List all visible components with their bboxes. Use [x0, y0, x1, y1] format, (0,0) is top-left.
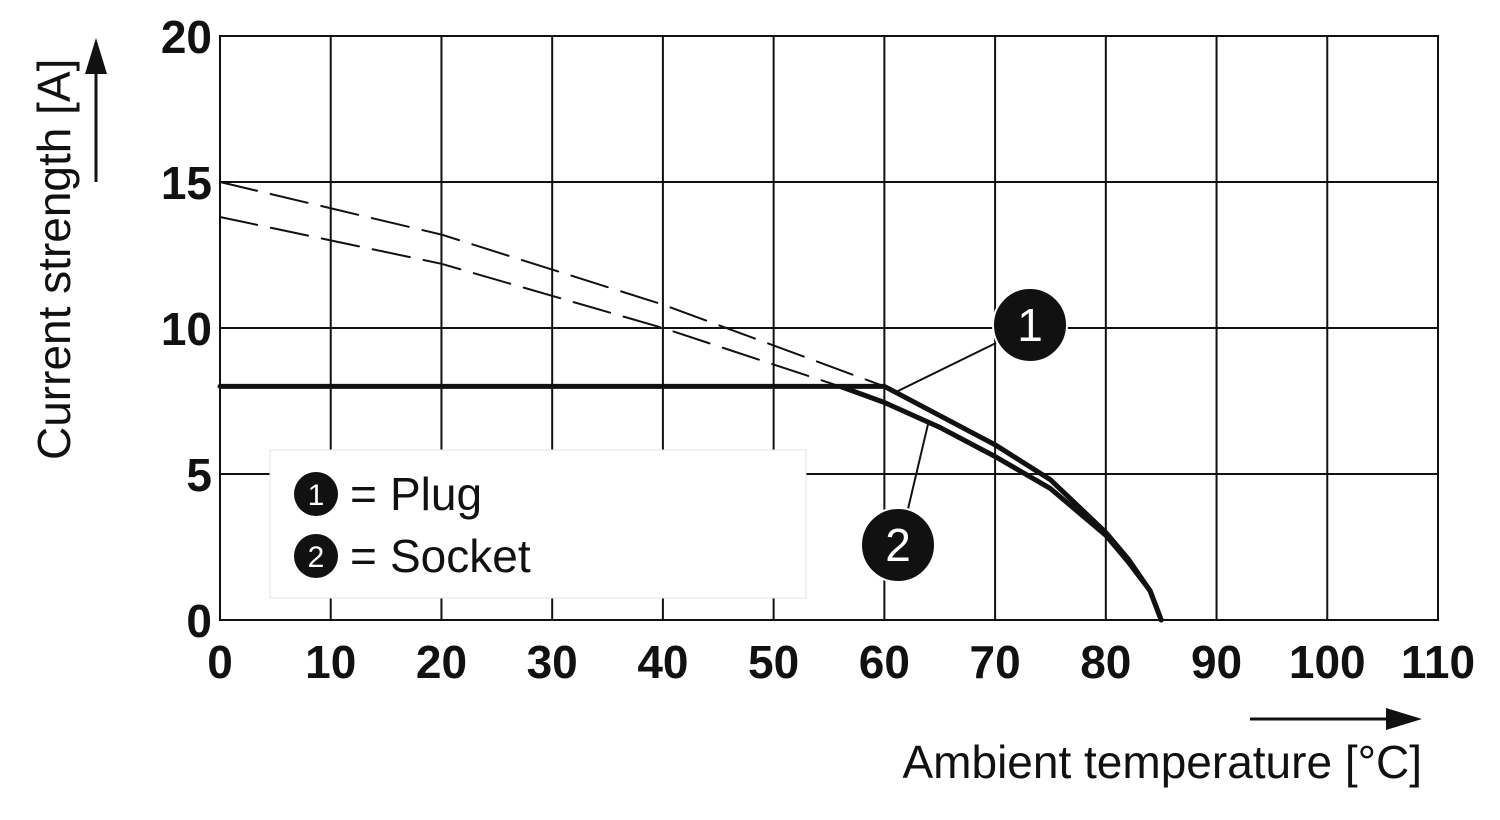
series-group	[217, 181, 1164, 623]
legend: 1 = Plug 2 = Socket	[269, 449, 807, 599]
x-tick-label: 70	[970, 636, 1021, 688]
legend-marker-2	[294, 534, 338, 578]
x-tick-label: 40	[637, 636, 688, 688]
legend-item-socket: 2 = Socket	[294, 530, 531, 582]
y-axis-title: Current strength [A]	[28, 59, 80, 460]
y-tick-label: 15	[161, 157, 212, 209]
series-dashed-1	[219, 181, 886, 388]
y-tick-label: 5	[186, 449, 212, 501]
x-axis-title-group: Ambient temperature [°C]	[903, 708, 1423, 788]
x-tick-label: 80	[1080, 636, 1131, 688]
series-solid-2	[837, 383, 1164, 623]
callout-marker-1	[992, 287, 1068, 363]
legend-marker-1	[294, 472, 338, 516]
callout-marker-2	[860, 507, 936, 583]
x-tick-label: 20	[416, 636, 467, 688]
callout-line-2	[907, 421, 930, 510]
x-tick-label: 60	[859, 636, 910, 688]
callout-marker-1-label: 1	[1017, 299, 1043, 351]
grid	[219, 35, 1439, 621]
x-tick-label: 0	[207, 636, 233, 688]
x-tick-label: 100	[1289, 636, 1366, 688]
legend-marker-2-label: 2	[308, 541, 325, 574]
x-tick-label: 30	[527, 636, 578, 688]
x-tick-label: 90	[1191, 636, 1242, 688]
y-tick-label: 20	[161, 11, 212, 63]
x-tick-label: 50	[748, 636, 799, 688]
plot-frame	[219, 35, 1439, 621]
y-axis-title-group: Current strength [A]	[28, 38, 107, 460]
callout-line-1	[894, 342, 997, 394]
legend-box	[269, 449, 807, 599]
x-axis-arrow-head	[1386, 708, 1422, 730]
series-dashed-2	[219, 216, 842, 388]
legend-label-socket: Socket	[390, 530, 531, 582]
annotations: 12	[860, 287, 1068, 583]
y-tick-label: 0	[186, 595, 212, 647]
x-tick-label: 110	[1401, 636, 1475, 688]
x-tick-label: 10	[305, 636, 356, 688]
tick-labels: 0 10 20 30 40 50 60 70 80 90 100 110 0 5 10 15 20	[161, 11, 1475, 688]
x-axis-title: Ambient temperature [°C]	[903, 736, 1423, 788]
y-tick-label: 10	[161, 303, 212, 355]
legend-item-plug: 1 = Plug	[294, 468, 482, 520]
legend-sep-2: =	[350, 530, 377, 582]
legend-sep-1: =	[350, 468, 377, 520]
legend-label-plug: Plug	[390, 468, 482, 520]
callout-marker-2-label: 2	[885, 519, 911, 571]
legend-marker-1-label: 1	[308, 479, 325, 512]
y-axis-arrow-head	[85, 38, 107, 74]
